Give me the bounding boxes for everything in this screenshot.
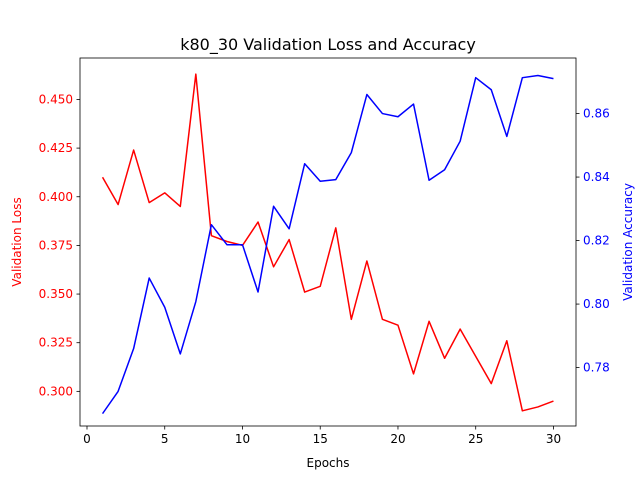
- left-tick-label: 0.325: [39, 336, 73, 350]
- left-tick-label: 0.425: [39, 141, 73, 155]
- x-tick-label: 10: [235, 432, 250, 446]
- plot-lines: [101, 73, 554, 415]
- loss-series-line: [101, 73, 554, 412]
- plot-frame: [79, 57, 577, 427]
- right-axis-label: Validation Accuracy: [621, 183, 635, 301]
- left-tick-label: 0.300: [39, 384, 73, 398]
- x-tick-label: 25: [468, 432, 483, 446]
- left-axis-label: Validation Loss: [10, 197, 24, 286]
- left-tick-label: 0.350: [39, 287, 73, 301]
- right-axis-ticks: 0.78 0.80 0.82 0.84 0.86: [576, 107, 610, 375]
- x-tick-label: 5: [161, 432, 169, 446]
- left-tick-label: 0.375: [39, 238, 73, 252]
- left-tick-label: 0.450: [39, 92, 73, 106]
- left-axis-ticks: 0.300 0.325 0.350 0.375 0.400 0.425 0.450: [39, 92, 80, 398]
- right-tick-label: 0.78: [583, 361, 610, 375]
- accuracy-series-line: [101, 74, 554, 415]
- x-tick-label: 20: [390, 432, 405, 446]
- right-tick-label: 0.84: [583, 170, 610, 184]
- axes-frame: [79, 57, 577, 427]
- left-tick-label: 0.400: [39, 190, 73, 204]
- right-tick-label: 0.82: [583, 234, 610, 248]
- x-tick-label: 30: [546, 432, 561, 446]
- x-axis-label: Epochs: [307, 456, 350, 470]
- x-tick-label: 0: [83, 432, 91, 446]
- x-tick-label: 15: [313, 432, 328, 446]
- right-tick-label: 0.80: [583, 297, 610, 311]
- x-axis-ticks: 0 5 10 15 20 25 30: [83, 426, 561, 446]
- right-tick-label: 0.86: [583, 107, 610, 121]
- chart-title: k80_30 Validation Loss and Accuracy: [180, 35, 476, 55]
